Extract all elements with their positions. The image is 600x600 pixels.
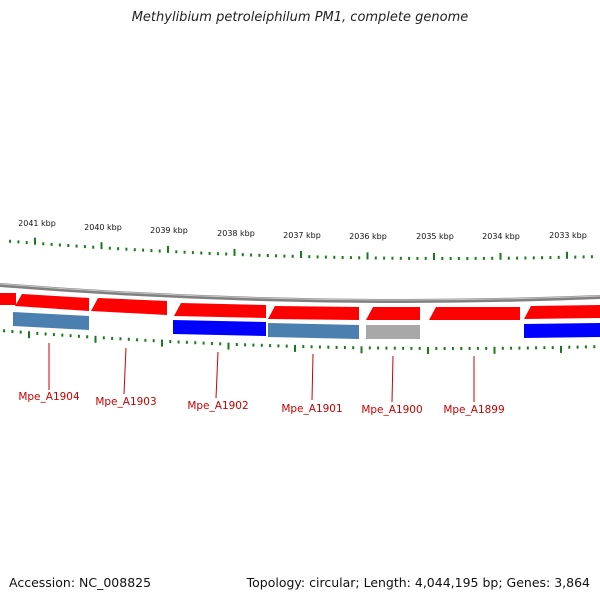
leader-a1900 — [391, 355, 394, 403]
gene-arrow-a1901 — [268, 306, 359, 320]
accession-text: Accession: NC_008825 — [9, 575, 152, 590]
kbp-label-2035: 2035 kbp — [416, 232, 454, 241]
cds-box-a1904 — [13, 312, 89, 330]
gene-arrow-a1899 — [429, 307, 520, 320]
cds-track — [13, 312, 600, 339]
kbp-label-2033: 2033 kbp — [549, 231, 587, 240]
kbp-label-2041: 2041 kbp — [18, 219, 56, 228]
outer-tick-row — [9, 237, 593, 260]
kbp-label-2040: 2040 kbp — [84, 223, 122, 232]
cds-box-a1900 — [366, 325, 420, 339]
kbp-label-2036: 2036 kbp — [349, 232, 387, 241]
gene-arrow-partial-left — [0, 293, 16, 305]
gene-arrow-partial-right — [524, 305, 600, 319]
genome-backbone — [0, 283, 600, 303]
gene-label-a1900: Mpe_A1900 — [361, 404, 422, 416]
gene-label-a1901: Mpe_A1901 — [281, 403, 342, 415]
gene-arrow-a1900 — [366, 307, 420, 320]
kbp-label-2034: 2034 kbp — [482, 232, 520, 241]
kbp-label-2038: 2038 kbp — [217, 229, 255, 238]
kbp-label-2037: 2037 kbp — [283, 231, 321, 240]
genome-backbone-highlight — [0, 283, 600, 301]
label-leaders — [48, 343, 475, 403]
genome-title: Methylibium petroleiphilum PM1, complete… — [131, 10, 469, 25]
gene-arrow-a1904 — [15, 294, 89, 311]
cds-box-a1901 — [268, 323, 359, 339]
gene-label-a1899: Mpe_A1899 — [443, 404, 504, 416]
cds-box-partial-right — [524, 323, 600, 338]
leader-a1901 — [311, 353, 314, 401]
gene-label-a1903: Mpe_A1903 — [95, 396, 156, 408]
leader-a1902 — [215, 351, 219, 399]
cds-box-a1902 — [173, 320, 266, 336]
gene-arrow-a1902 — [174, 303, 266, 318]
leader-a1903 — [123, 347, 127, 395]
gene-arrow-a1903 — [91, 298, 167, 315]
gene-label-a1902: Mpe_A1902 — [187, 400, 248, 412]
genome-summary-text: Topology: circular; Length: 4,044,195 bp… — [246, 575, 590, 590]
kbp-label-2039: 2039 kbp — [150, 226, 188, 235]
gene-track — [0, 293, 600, 320]
inner-tick-row — [3, 329, 596, 354]
gene-label-a1904: Mpe_A1904 — [18, 391, 80, 403]
